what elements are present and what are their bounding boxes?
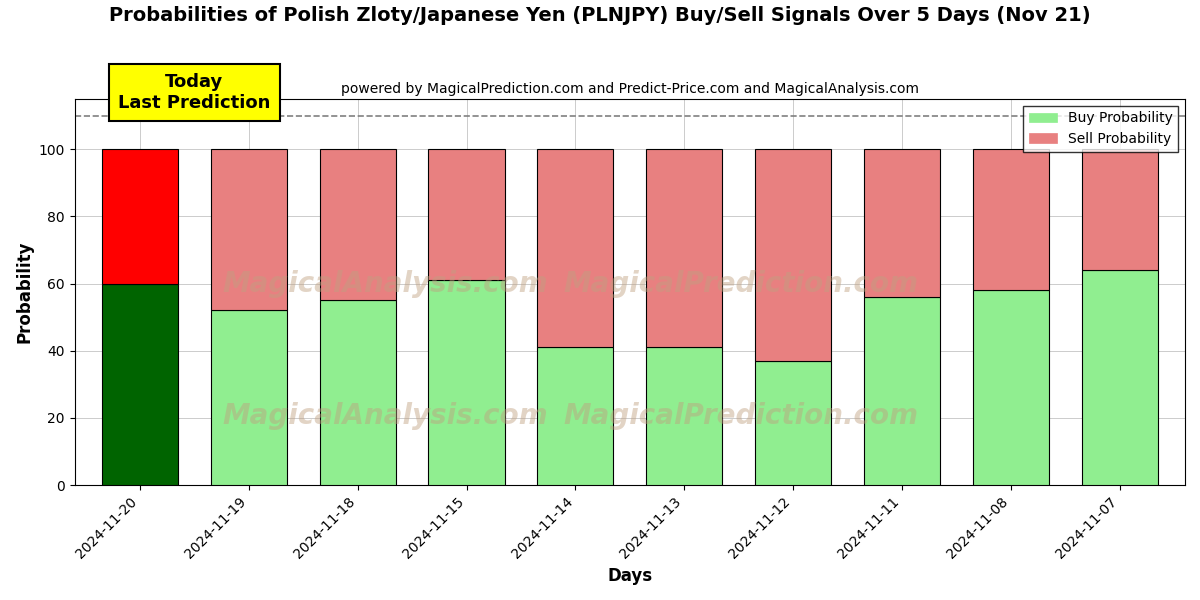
- Bar: [428, 280, 505, 485]
- Title: powered by MagicalPrediction.com and Predict-Price.com and MagicalAnalysis.com: powered by MagicalPrediction.com and Pre…: [341, 82, 919, 96]
- Bar: [538, 347, 613, 485]
- Bar: [864, 149, 940, 297]
- Bar: [864, 297, 940, 485]
- Bar: [973, 149, 1049, 290]
- Bar: [755, 361, 832, 485]
- Legend: Buy Probability, Sell Probability: Buy Probability, Sell Probability: [1024, 106, 1178, 152]
- Text: Today
Last Prediction: Today Last Prediction: [119, 73, 270, 112]
- Y-axis label: Probability: Probability: [16, 241, 34, 343]
- Bar: [102, 284, 178, 485]
- Text: MagicalAnalysis.com: MagicalAnalysis.com: [223, 401, 548, 430]
- Bar: [973, 290, 1049, 485]
- Bar: [211, 310, 287, 485]
- Text: MagicalAnalysis.com: MagicalAnalysis.com: [223, 270, 548, 298]
- Bar: [319, 301, 396, 485]
- Bar: [538, 149, 613, 347]
- Text: Probabilities of Polish Zloty/Japanese Yen (PLNJPY) Buy/Sell Signals Over 5 Days: Probabilities of Polish Zloty/Japanese Y…: [109, 6, 1091, 25]
- Bar: [319, 149, 396, 301]
- Bar: [102, 149, 178, 284]
- Text: MagicalPrediction.com: MagicalPrediction.com: [563, 401, 918, 430]
- Text: MagicalPrediction.com: MagicalPrediction.com: [563, 270, 918, 298]
- Bar: [646, 347, 722, 485]
- X-axis label: Days: Days: [607, 567, 653, 585]
- Bar: [646, 149, 722, 347]
- Bar: [211, 149, 287, 310]
- Bar: [1081, 270, 1158, 485]
- Bar: [755, 149, 832, 361]
- Bar: [1081, 149, 1158, 270]
- Bar: [428, 149, 505, 280]
